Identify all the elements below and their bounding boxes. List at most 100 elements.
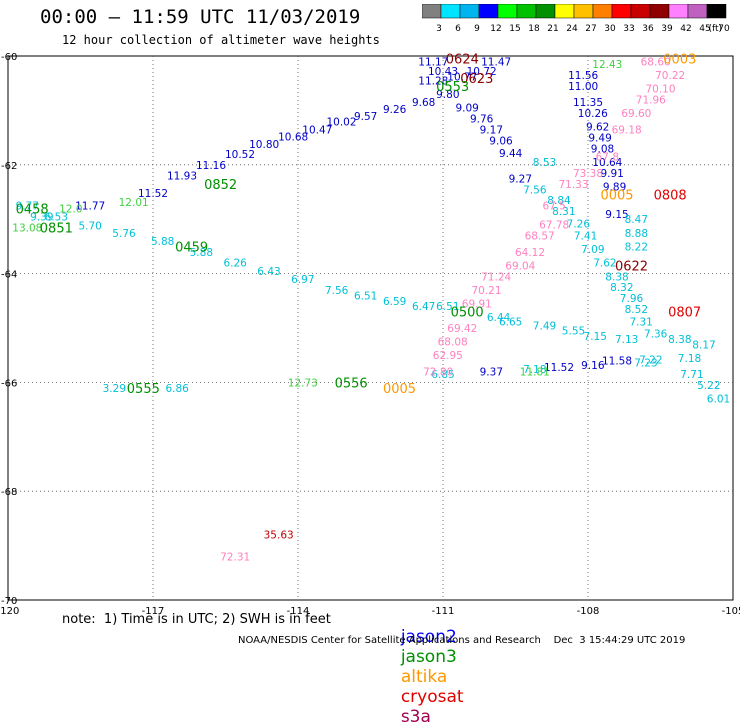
scale-tick-label: 3 [436,24,442,34]
wave-height-point: 13.08 [12,222,42,234]
wave-height-point: 70.21 [471,285,501,297]
x-tick-label: -114 [287,606,310,617]
wave-height-point: 9.62 [586,122,609,134]
wave-height-point: 9.09 [455,103,478,115]
legend-altika: altika [400,667,448,687]
wave-height-point: 12.43 [592,59,622,71]
y-tick-label: -62 [1,161,17,172]
wave-height-point: 7.36 [644,328,668,340]
wave-height-point: 7.62 [593,258,616,270]
wave-height-point: 5.55 [562,326,585,338]
wave-height-point: 6.86 [165,383,189,395]
wave-height-point: 10.77 [447,72,477,84]
wave-height-point: 3.29 [103,383,126,395]
wave-height-point: 7.13 [615,334,638,346]
wave-height-point: 6.51 [436,301,459,313]
wave-height-point: 9.89 [603,182,626,194]
wave-height-point: 71.96 [636,95,666,107]
wave-height-point: 8.38 [605,271,628,283]
track-time-label: 0622 [615,259,648,274]
y-tick-label: -68 [1,487,17,498]
track-time-label: 0852 [204,178,237,193]
wave-height-point: 7.23 [634,357,657,369]
wave-height-point: 72.80 [423,367,453,379]
track-time-label: 0851 [40,221,73,236]
wave-height-point: 67.5 [542,201,565,213]
wave-height-point: 12.0 [59,203,82,215]
wave-height-point: 10.43 [428,66,458,78]
wave-height-point: 11.00 [568,81,598,93]
wave-height-point: 73.38 [573,168,603,180]
wave-height-point: 8.38 [668,334,691,346]
scale-tick-label: 33 [623,24,634,34]
scale-unit-label: (ft) [708,24,722,34]
scale-tick-label: 9 [474,24,480,34]
wave-height-point: 9.27 [509,173,532,185]
wave-height-point: 6.26 [223,258,247,270]
plot-area: -120 -117 -114 -111 -108 -105 -60 -62 -64 -66 -68 -… [0,52,740,617]
legend-jason3: jason3 [400,647,457,667]
wave-height-point: 8.31 [552,206,575,218]
track-time-label: 0003 [663,53,696,68]
track-time-label: 0005 [600,189,633,204]
wave-height-point: 11.52 [138,188,168,200]
wave-height-point: 8.52 [625,304,648,316]
wave-height-point: 70.10 [645,84,675,96]
wave-height-point: 8.53 [533,157,556,169]
wave-height-point: 11.28 [418,75,448,87]
wave-height-point: 9.39 [30,211,53,223]
wave-height-point: 10.68 [278,132,308,144]
wave-height-point: 69.18 [612,124,642,136]
scale-tick-label: 27 [585,24,596,34]
wave-height-point: 7.18 [678,353,701,365]
x-tick-label: -120 [0,606,19,617]
scale-tick-label: 24 [566,24,578,34]
wave-height-point: 7.56 [523,184,547,196]
wave-height-point: 7.71 [680,369,703,381]
wave-height-point: 11.93 [167,171,197,183]
wave-height-point: 72.31 [220,551,250,563]
wave-height-point: 71.24 [481,271,511,283]
scale-tick-label: 6 [455,24,461,34]
wave-height-point: 7.31 [629,316,652,328]
wave-height-point: 8.47 [625,214,648,226]
track-time-label: 0005 [383,382,416,397]
wave-height-point: 7.09 [581,244,604,256]
track-time-label: 0458 [16,202,49,217]
wave-height-point: 6.47 [412,301,435,313]
wave-height-point: 7.18 [523,364,546,376]
wave-height-point: 70.22 [655,70,685,82]
wave-height-point: 6.01 [707,394,730,406]
wave-height-point: 10.26 [578,108,608,120]
track-time-label: 0555 [127,382,160,397]
wave-height-point: 10.02 [326,116,356,128]
chart-subtitle: 12 hour collection of altimeter wave hei… [62,33,380,47]
wave-height-point: 8.84 [547,195,571,207]
wave-height-point: 9.06 [489,135,513,147]
wave-height-point: 7.26 [567,219,591,231]
wave-height-point: 11.58 [602,356,632,368]
wave-height-point: 67.8 [596,152,619,164]
wave-height-point: 9.08 [591,143,614,155]
wave-height-point: 11.77 [75,201,105,213]
wave-height-point: 68.08 [438,337,468,349]
wave-height-point: 10.52 [225,149,255,161]
wave-height-point: 9.17 [480,124,503,136]
wave-height-point: 7.15 [584,331,607,343]
wave-height-point: 10.47 [302,124,332,136]
wave-height-point: 9.91 [600,168,623,180]
wave-height-point: 69.42 [447,323,477,335]
wave-height-point: 9.26 [383,104,407,116]
y-tick-label: -60 [1,52,17,63]
wave-height-point: 11.17 [418,56,448,68]
wave-height-point: 5.70 [78,221,101,233]
wave-height-point: 7.41 [574,231,597,243]
wave-height-point: 5.88 [190,247,213,259]
wave-height-point: 6.85 [431,369,454,381]
wave-height-point: 62.95 [433,350,463,362]
wave-height-point: 9.49 [588,133,611,145]
wave-height-point: 71.33 [558,179,588,191]
track-time-label: 0807 [668,306,701,321]
wave-height-point: 69.91 [462,299,492,311]
wave-height-point: 9.37 [480,367,503,379]
